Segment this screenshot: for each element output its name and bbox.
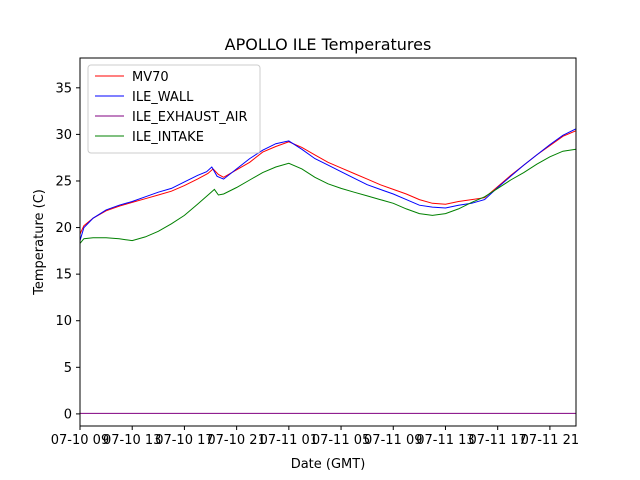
- x-tick-label: 07-11 09: [364, 433, 422, 448]
- legend-box: [87, 64, 261, 154]
- x-tick-label: 07-10 09: [51, 433, 109, 448]
- series-line-ile-intake: [80, 148, 576, 244]
- y-tick-label: 15: [55, 268, 72, 283]
- x-tick-label: 07-11 21: [521, 433, 579, 448]
- legend: MV70 ILE_WALL ILE_EXHAUST_AIR ILE_INTAKE: [87, 64, 261, 154]
- legend-label-ile-exhaust-air: ILE_EXHAUST_AIR: [132, 110, 248, 125]
- series-line-ile-wall: [80, 128, 576, 241]
- plot-frame: [79, 57, 577, 427]
- x-tick-label: 07-11 05: [312, 433, 370, 448]
- legend-label-ile-intake: ILE_INTAKE: [132, 130, 204, 145]
- x-axis-label: Date (GMT): [291, 457, 366, 472]
- x-tick-label: 07-11 13: [416, 433, 474, 448]
- y-tick-label: 25: [55, 174, 72, 189]
- x-tick-label: 07-10 21: [207, 433, 265, 448]
- legend-label-ile-wall: ILE_WALL: [132, 90, 194, 105]
- chart-title: APOLLO ILE Temperatures: [225, 35, 432, 54]
- y-tick-label: 0: [64, 407, 72, 422]
- legend-label-mv70: MV70: [132, 70, 169, 85]
- x-tick-label: 07-10 17: [155, 433, 213, 448]
- y-axis-label: Temperature (C): [32, 189, 47, 296]
- y-tick-label: 10: [55, 314, 72, 329]
- y-tick-label: 30: [55, 128, 72, 143]
- y-tick-label: 20: [55, 221, 72, 236]
- y-tick-label: 35: [55, 81, 72, 96]
- x-tick-label: 07-11 01: [260, 433, 318, 448]
- plot-area: [80, 128, 576, 414]
- x-tick-label: 07-11 17: [468, 433, 526, 448]
- x-tick-label: 07-10 13: [103, 433, 161, 448]
- y-axis-ticks: 0 5 10 15 20 25 30 35: [55, 81, 80, 422]
- y-tick-label: 5: [64, 361, 72, 376]
